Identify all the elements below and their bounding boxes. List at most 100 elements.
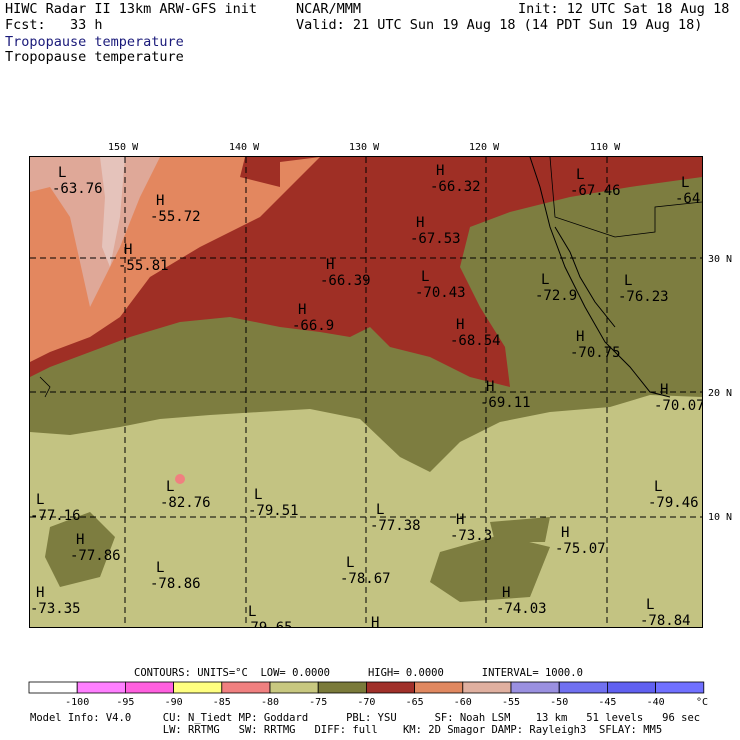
colorbar-swatch — [76, 681, 126, 694]
lat-lon-grid — [30, 157, 702, 627]
high-symbol: H — [486, 379, 494, 395]
colorbar-tick-label: -100 — [65, 697, 89, 708]
high-symbol: H — [660, 382, 668, 398]
valid-time: Valid: 21 UTC Sun 19 Aug 18 (14 PDT Sun … — [296, 17, 703, 33]
mark-value: -78.84 — [640, 613, 691, 628]
high-symbol: H — [156, 193, 164, 209]
colorbar-swatch — [510, 681, 560, 694]
mark-value: -67.53 — [410, 231, 461, 247]
latitude-labels: 30 N 20 N 10 N — [708, 254, 732, 523]
longitude-labels: 150 W 140 W 130 W 120 W 110 W — [108, 142, 621, 153]
contours-info: CONTOURS: UNITS=°C LOW= 0.0000 HIGH= 0.0… — [134, 667, 583, 679]
low-symbol: L — [681, 175, 689, 191]
lat-label-10n: 10 N — [708, 512, 732, 523]
high-symbol: H — [502, 585, 510, 601]
colorbar-swatch — [414, 681, 464, 694]
mark-value: -77.86 — [70, 548, 121, 564]
colorbar-swatch — [269, 681, 319, 694]
colorbar-swatch — [365, 681, 415, 694]
fill-patch-sw — [45, 512, 115, 587]
colorbar-tick-label: -90 — [165, 697, 183, 708]
high-symbol: H — [326, 257, 334, 273]
colorbar-tick-label: -45 — [598, 697, 616, 708]
coastline-baja — [554, 226, 616, 328]
colorbar-tick-label: -95 — [116, 697, 134, 708]
mark-value: -64. — [675, 191, 703, 207]
colorbar-swatch — [28, 681, 78, 694]
fill-minus85-spot — [175, 474, 185, 484]
low-symbol: L — [576, 167, 584, 183]
colorbar-swatch — [607, 681, 657, 694]
colorbar-tick-label: -40 — [647, 697, 665, 708]
colorbar-tick-label: -75 — [309, 697, 327, 708]
high-symbol: H — [36, 585, 44, 601]
colorbar-tick-label: -65 — [406, 697, 424, 708]
lon-label-110w: 110 W — [590, 142, 621, 153]
colorbar-swatch — [173, 681, 223, 694]
forecast-hour: Fcst: 33 h — [5, 17, 103, 33]
contours-label: CONTOURS: — [134, 667, 191, 679]
colorbar-tick-label: -85 — [213, 697, 231, 708]
high-symbol: H — [416, 215, 424, 231]
contours-interval: INTERVAL= 1000.0 — [481, 667, 583, 679]
fill-patch-s2 — [490, 517, 550, 542]
colorbar-swatch — [221, 681, 271, 694]
low-symbol: L — [624, 273, 632, 289]
colorbar-swatch — [462, 681, 512, 694]
lon-label-130w: 130 W — [349, 142, 380, 153]
model-info-line1: Model Info: V4.0 CU: N_Tiedt MP: Goddard… — [30, 712, 701, 724]
low-symbol: L — [376, 502, 384, 518]
colorbar-tick-label: -50 — [550, 697, 568, 708]
high-symbol: H — [124, 242, 132, 258]
colorbar-swatch — [655, 681, 705, 694]
mark-value: -70.07 — [654, 398, 703, 414]
mark-value: -66.9 — [292, 318, 334, 334]
mark-value: -79.46 — [648, 495, 699, 511]
mark-value: -74.03 — [496, 601, 547, 617]
colorbar: -100 -95 -90 -85 -80 -75 -70 -65 -60 -55 -50 -45 -40… — [28, 681, 708, 708]
high-symbol: H — [456, 512, 464, 528]
center-name: NCAR/MMM — [296, 1, 362, 17]
mark-value: -68.54 — [450, 333, 501, 349]
mark-value: -63.76 — [52, 181, 103, 197]
low-symbol: L — [654, 479, 662, 495]
low-symbol: L — [248, 604, 256, 620]
mark-value: -70.75 — [570, 345, 621, 361]
contours-high: HIGH= 0.0000 — [367, 667, 444, 679]
mark-value: -75.07 — [555, 541, 606, 557]
mark-value: -76.23 — [618, 289, 669, 305]
low-symbol: L — [346, 555, 354, 571]
model-info-line2: LW: RRTMG SW: RRTMG DIFF: full KM: 2D Sm… — [30, 724, 663, 736]
colorbar-ticks: -100 -95 -90 -85 -80 -75 -70 -65 -60 -55 -50 -45 -40 — [65, 697, 664, 708]
low-symbol: L — [541, 272, 549, 288]
colorbar-tick-label: -70 — [357, 697, 375, 708]
colorbar-swatch — [125, 681, 175, 694]
field-title-contour: Tropopause temperature — [5, 34, 184, 50]
border-us-mexico — [549, 157, 702, 238]
low-symbol: L — [254, 487, 262, 503]
colorbar-tick-label: -55 — [502, 697, 520, 708]
mark-value: -79.65 — [242, 620, 293, 628]
contours-low: LOW= 0.0000 — [260, 667, 331, 679]
colorbar-swatch — [317, 681, 367, 694]
mark-value: -78.67 — [340, 571, 391, 587]
colorbar-tick-label: -80 — [261, 697, 279, 708]
lon-label-120w: 120 W — [469, 142, 500, 153]
low-symbol: L — [58, 165, 66, 181]
init-time: Init: 12 UTC Sat 18 Aug 18 — [518, 1, 730, 17]
mark-value: -67.46 — [570, 183, 621, 199]
fill-patch-s — [430, 535, 550, 602]
low-symbol: L — [421, 269, 429, 285]
high-symbol: H — [561, 525, 569, 541]
low-symbol: L — [156, 560, 164, 576]
mark-value: -77.38 — [370, 518, 421, 534]
mark-value: -66.39 — [320, 273, 371, 289]
mark-value: -77.16 — [30, 508, 81, 524]
low-symbol: L — [36, 492, 44, 508]
fill-minus60-minus55 — [30, 157, 160, 307]
mark-value: -73.35 — [30, 601, 81, 617]
colorbar-tick-label: -60 — [454, 697, 472, 708]
mark-value: -69.11 — [480, 395, 531, 411]
colorbar-swatches — [28, 681, 705, 694]
mark-value: -78.86 — [150, 576, 201, 592]
